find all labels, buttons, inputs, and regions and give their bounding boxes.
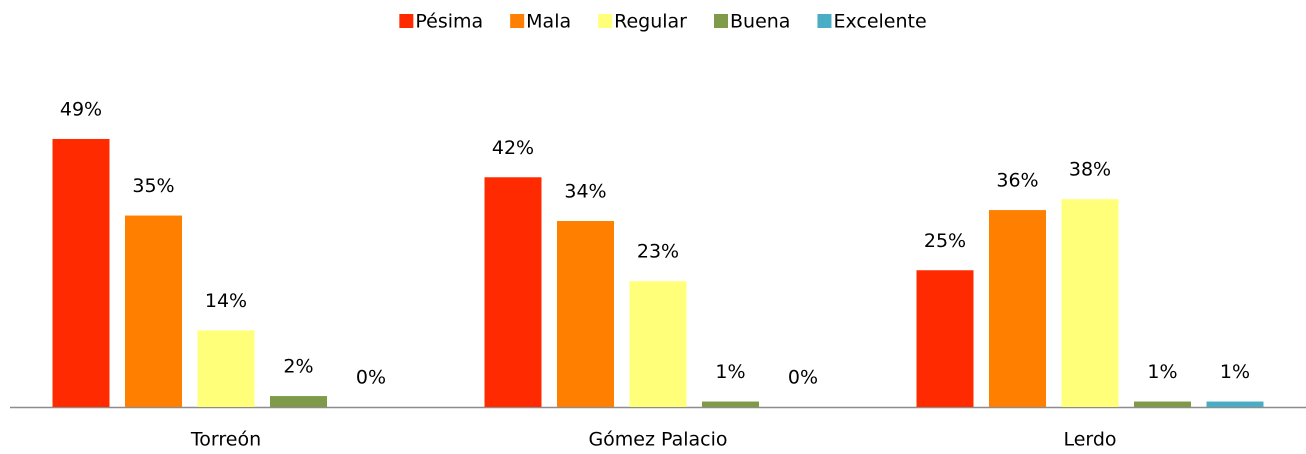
legend-label: Mala [526, 11, 571, 33]
data-label: 38% [1069, 159, 1111, 181]
legend-swatch [598, 14, 613, 28]
bar [1206, 401, 1264, 407]
bar [125, 215, 182, 407]
bar [484, 177, 542, 407]
legend-label: Pésima [415, 11, 483, 33]
data-label: 0% [788, 367, 818, 389]
data-label: 2% [283, 356, 313, 378]
x-tick-label: Lerdo [1063, 429, 1116, 451]
bar [52, 138, 110, 407]
data-label: 49% [60, 98, 102, 120]
data-label: 36% [996, 170, 1038, 192]
data-label: 42% [492, 137, 534, 159]
legend-label: Buena [730, 11, 790, 33]
data-label: 14% [205, 290, 247, 312]
bar [702, 401, 759, 407]
bar [629, 281, 687, 407]
data-label: 1% [715, 361, 745, 383]
data-label: 25% [924, 230, 966, 252]
data-label: 1% [1220, 361, 1250, 383]
data-label: 34% [564, 181, 606, 203]
x-tick-label: Torreón [190, 429, 261, 451]
data-label: 0% [356, 367, 386, 389]
data-label: 1% [1147, 361, 1177, 383]
legend-swatch [714, 14, 728, 28]
bar [989, 210, 1046, 407]
legend-label: Excelente [833, 11, 926, 33]
data-label: 23% [637, 241, 679, 263]
bar [916, 270, 974, 407]
bar [1061, 199, 1119, 407]
bar [197, 330, 255, 407]
bar [557, 221, 614, 407]
bar [270, 396, 327, 407]
legend-label: Regular [614, 11, 687, 33]
data-label: 35% [132, 175, 174, 197]
legend-swatch [510, 14, 525, 28]
legend-swatch [817, 14, 832, 28]
bar [1134, 401, 1191, 407]
legend-swatch [399, 14, 414, 28]
x-tick-label: Gómez Palacio [588, 429, 727, 451]
